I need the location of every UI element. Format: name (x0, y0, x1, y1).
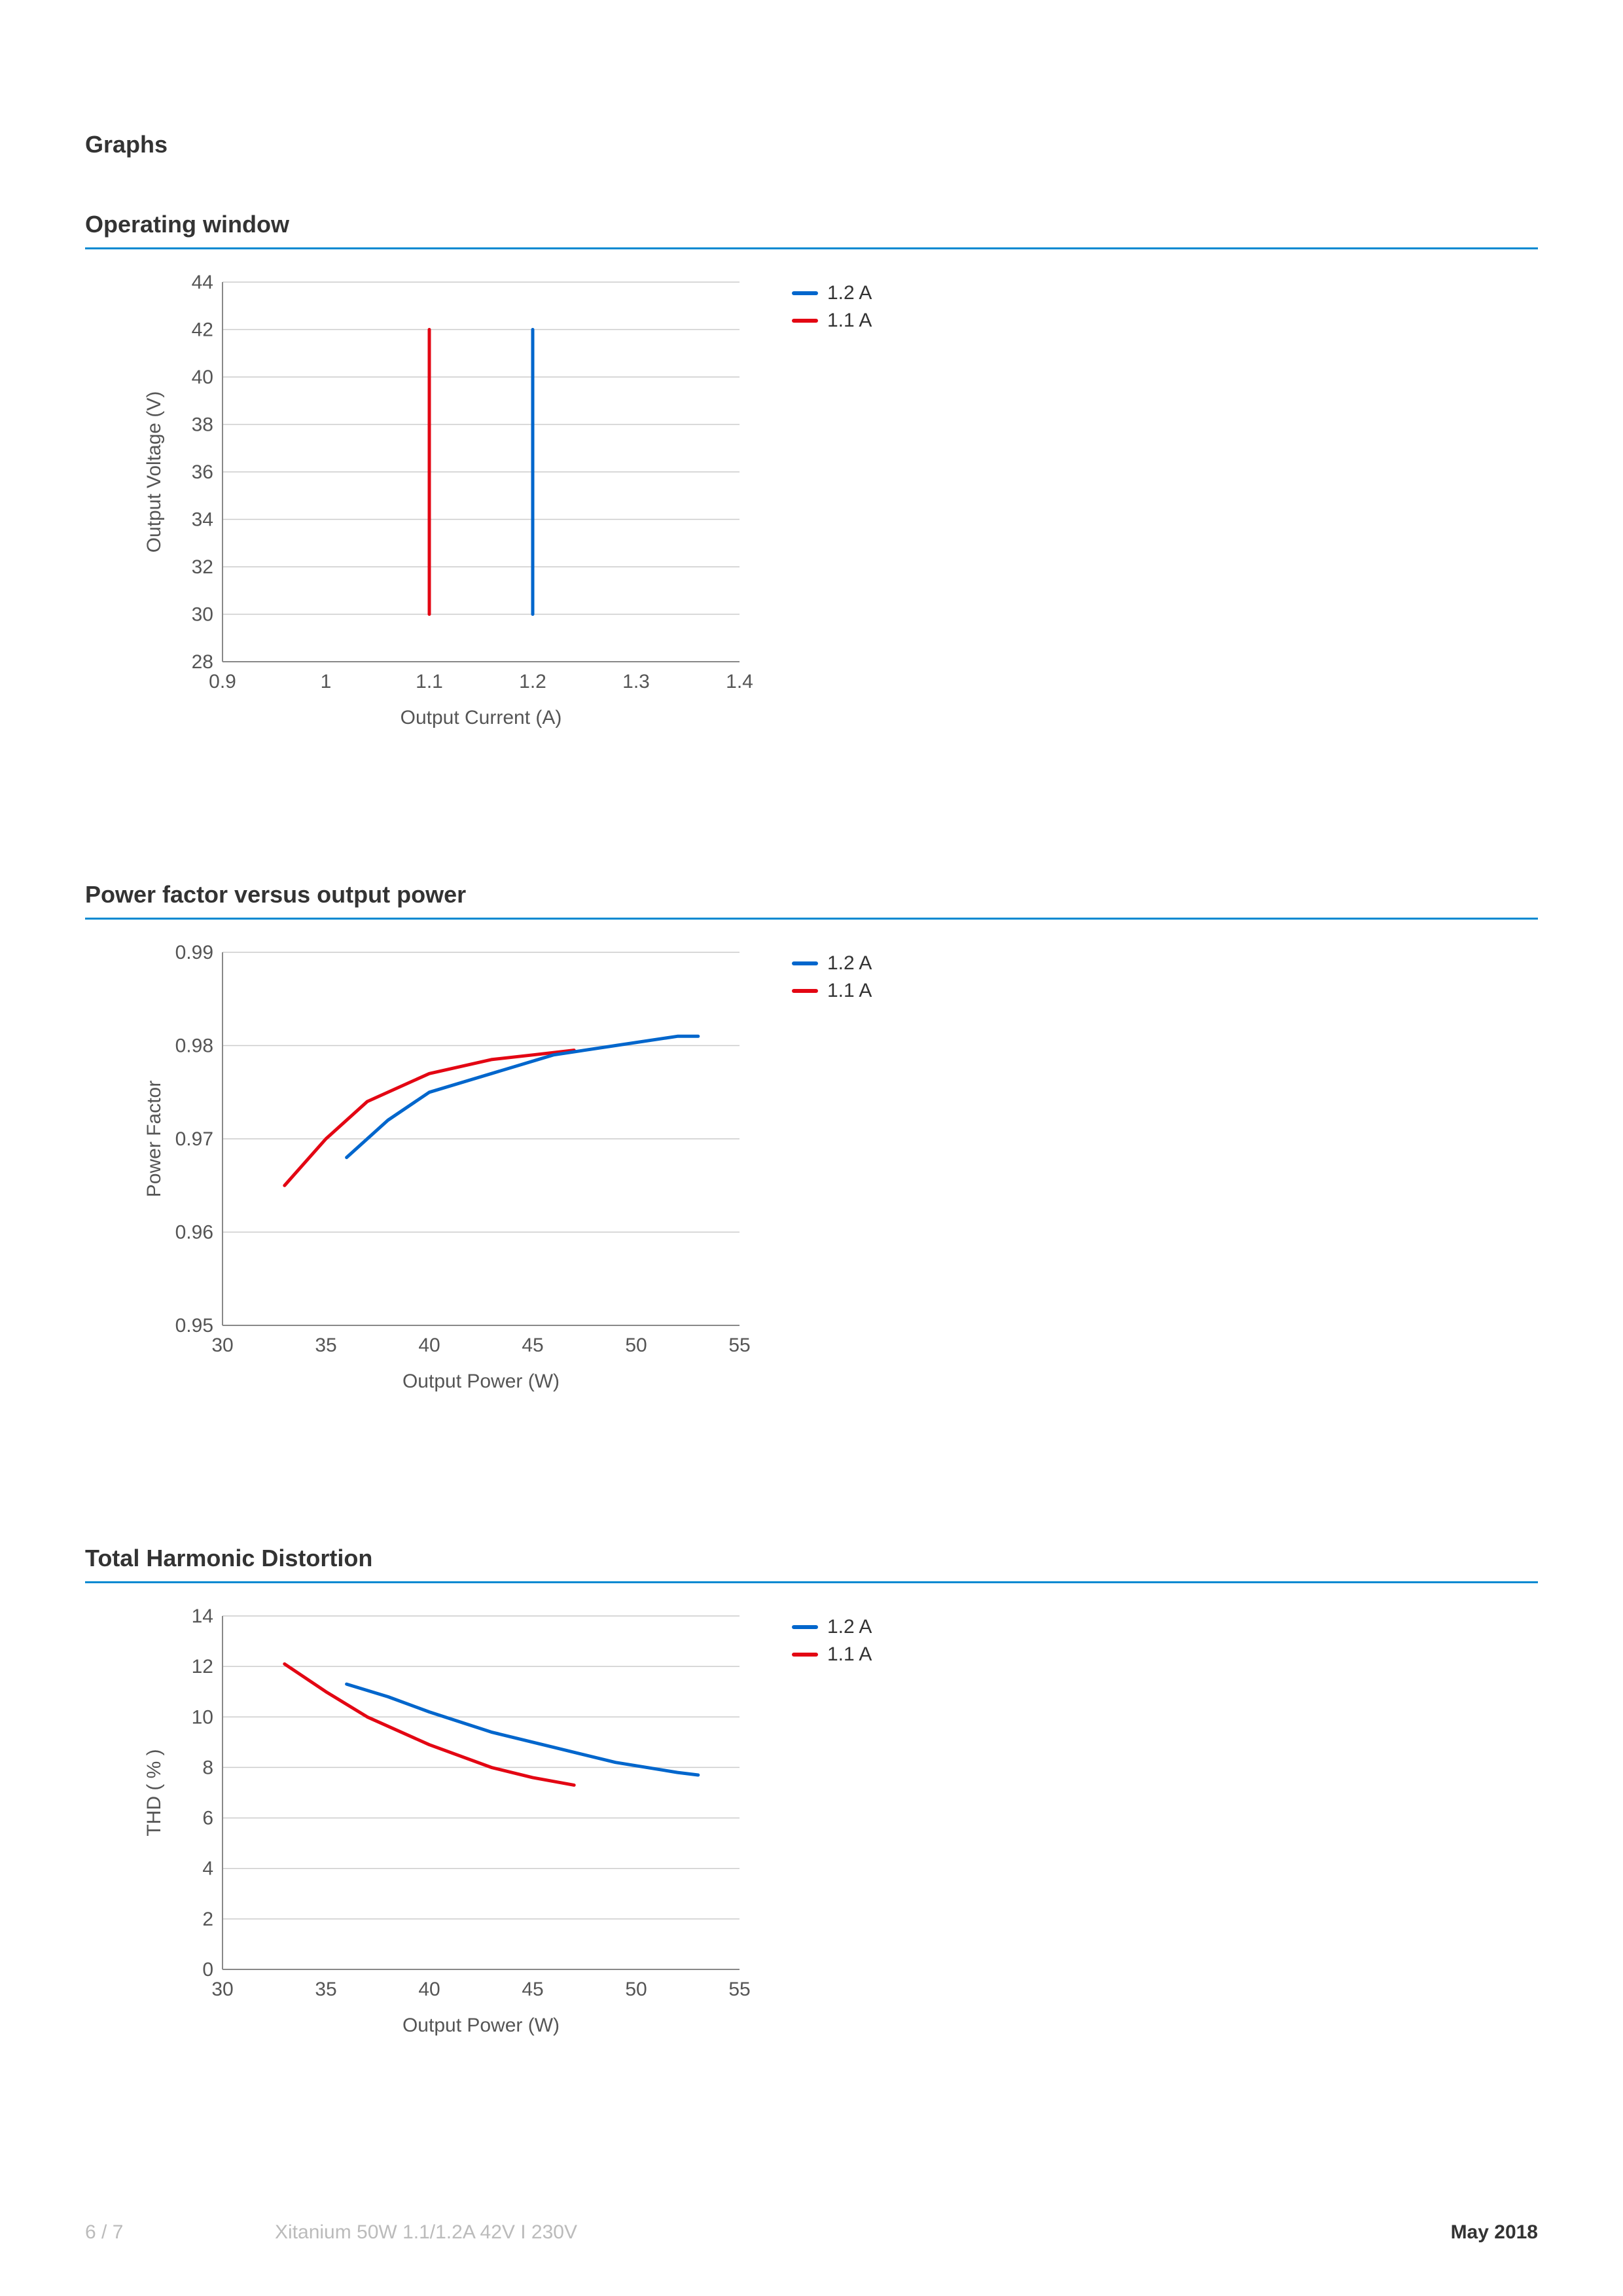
divider (85, 1581, 1538, 1583)
legend-swatch-red (792, 319, 818, 323)
svg-text:0.97: 0.97 (175, 1128, 213, 1150)
svg-text:45: 45 (522, 1979, 543, 2000)
svg-text:44: 44 (192, 272, 213, 293)
svg-text:0.9: 0.9 (209, 671, 236, 692)
svg-text:38: 38 (192, 414, 213, 436)
legend-swatch-blue (792, 1625, 818, 1629)
svg-text:0.96: 0.96 (175, 1222, 213, 1244)
svg-text:1.2: 1.2 (519, 671, 546, 692)
svg-text:10: 10 (192, 1706, 213, 1728)
svg-text:4: 4 (202, 1858, 213, 1880)
chart3-heading: Total Harmonic Distortion (85, 1545, 1538, 1572)
svg-text:35: 35 (315, 1335, 336, 1356)
chart1-heading: Operating window (85, 211, 1538, 238)
legend-swatch-red (792, 989, 818, 993)
svg-text:30: 30 (192, 604, 213, 626)
legend-label: 1.1 A (827, 1643, 872, 1666)
svg-text:Output Power (W): Output Power (W) (402, 1371, 560, 1392)
legend-item: 1.1 A (792, 980, 872, 1002)
legend-swatch-blue (792, 291, 818, 295)
chart2-block: 0.95 0.96 0.97 0.98 0.99 30 35 40 45 50 55 Output P… (137, 939, 1538, 1407)
chart2-heading: Power factor versus output power (85, 881, 1538, 908)
thd-chart: 0 2 4 6 8 10 12 14 30 35 40 45 50 55 Output Power (W) T… (137, 1603, 753, 2051)
svg-text:40: 40 (192, 367, 213, 388)
svg-text:30: 30 (211, 1335, 233, 1356)
svg-text:32: 32 (192, 556, 213, 578)
svg-text:12: 12 (192, 1656, 213, 1677)
svg-text:Output Current (A): Output Current (A) (401, 707, 562, 728)
svg-text:40: 40 (418, 1979, 440, 2000)
legend-item: 1.2 A (792, 1616, 872, 1638)
svg-text:36: 36 (192, 461, 213, 483)
svg-text:Output Voltage (V): Output Voltage (V) (143, 391, 165, 553)
chart1-legend: 1.2 A 1.1 A (792, 282, 872, 337)
svg-text:1.3: 1.3 (622, 671, 650, 692)
footer-date: May 2018 (1451, 2221, 1538, 2244)
legend-label: 1.1 A (827, 310, 872, 332)
svg-text:14: 14 (192, 1605, 213, 1627)
legend-swatch-blue (792, 961, 818, 965)
product-name: Xitanium 50W 1.1/1.2A 42V I 230V (275, 2221, 577, 2244)
svg-text:THD ( % ): THD ( % ) (143, 1749, 165, 1836)
svg-text:Output Power (W): Output Power (W) (402, 2015, 560, 2036)
svg-text:42: 42 (192, 319, 213, 341)
legend-item: 1.1 A (792, 1643, 872, 1666)
divider (85, 247, 1538, 249)
operating-window-chart: 28 30 32 34 36 38 40 42 44 0.9 1 1.1 1.2 1.3 1.4 Output… (137, 269, 753, 744)
svg-text:28: 28 (192, 651, 213, 673)
svg-text:30: 30 (211, 1979, 233, 2000)
svg-text:35: 35 (315, 1979, 336, 2000)
svg-text:1.1: 1.1 (416, 671, 443, 692)
svg-text:40: 40 (418, 1335, 440, 1356)
power-factor-chart: 0.95 0.96 0.97 0.98 0.99 30 35 40 45 50 55 Output P… (137, 939, 753, 1407)
svg-text:8: 8 (202, 1757, 213, 1778)
svg-text:45: 45 (522, 1335, 543, 1356)
svg-text:1.4: 1.4 (726, 671, 753, 692)
svg-text:2: 2 (202, 1909, 213, 1930)
footer: 6 / 7 Xitanium 50W 1.1/1.2A 42V I 230V M… (0, 2221, 1623, 2244)
svg-text:Power Factor: Power Factor (143, 1081, 165, 1197)
svg-text:0.99: 0.99 (175, 942, 213, 963)
chart2-legend: 1.2 A 1.1 A (792, 952, 872, 1007)
svg-text:50: 50 (625, 1979, 647, 2000)
legend-item: 1.2 A (792, 952, 872, 975)
legend-item: 1.1 A (792, 310, 872, 332)
legend-item: 1.2 A (792, 282, 872, 304)
legend-swatch-red (792, 1653, 818, 1657)
legend-label: 1.2 A (827, 1616, 872, 1638)
legend-label: 1.2 A (827, 282, 872, 304)
svg-text:0.98: 0.98 (175, 1035, 213, 1057)
svg-text:34: 34 (192, 509, 213, 531)
svg-text:50: 50 (625, 1335, 647, 1356)
svg-text:6: 6 (202, 1808, 213, 1829)
svg-text:1: 1 (321, 671, 332, 692)
svg-text:0: 0 (202, 1959, 213, 1981)
page-number: 6 / 7 (85, 2221, 123, 2244)
legend-label: 1.1 A (827, 980, 872, 1002)
divider (85, 918, 1538, 920)
chart3-legend: 1.2 A 1.1 A (792, 1616, 872, 1671)
legend-label: 1.2 A (827, 952, 872, 975)
svg-text:55: 55 (728, 1335, 750, 1356)
svg-text:0.95: 0.95 (175, 1315, 213, 1336)
chart1-block: 28 30 32 34 36 38 40 42 44 0.9 1 1.1 1.2 1.3 1.4 Output… (137, 269, 1538, 744)
chart3-block: 0 2 4 6 8 10 12 14 30 35 40 45 50 55 Output Power (W) T… (137, 1603, 1538, 2051)
main-heading: Graphs (85, 131, 1538, 158)
svg-text:55: 55 (728, 1979, 750, 2000)
